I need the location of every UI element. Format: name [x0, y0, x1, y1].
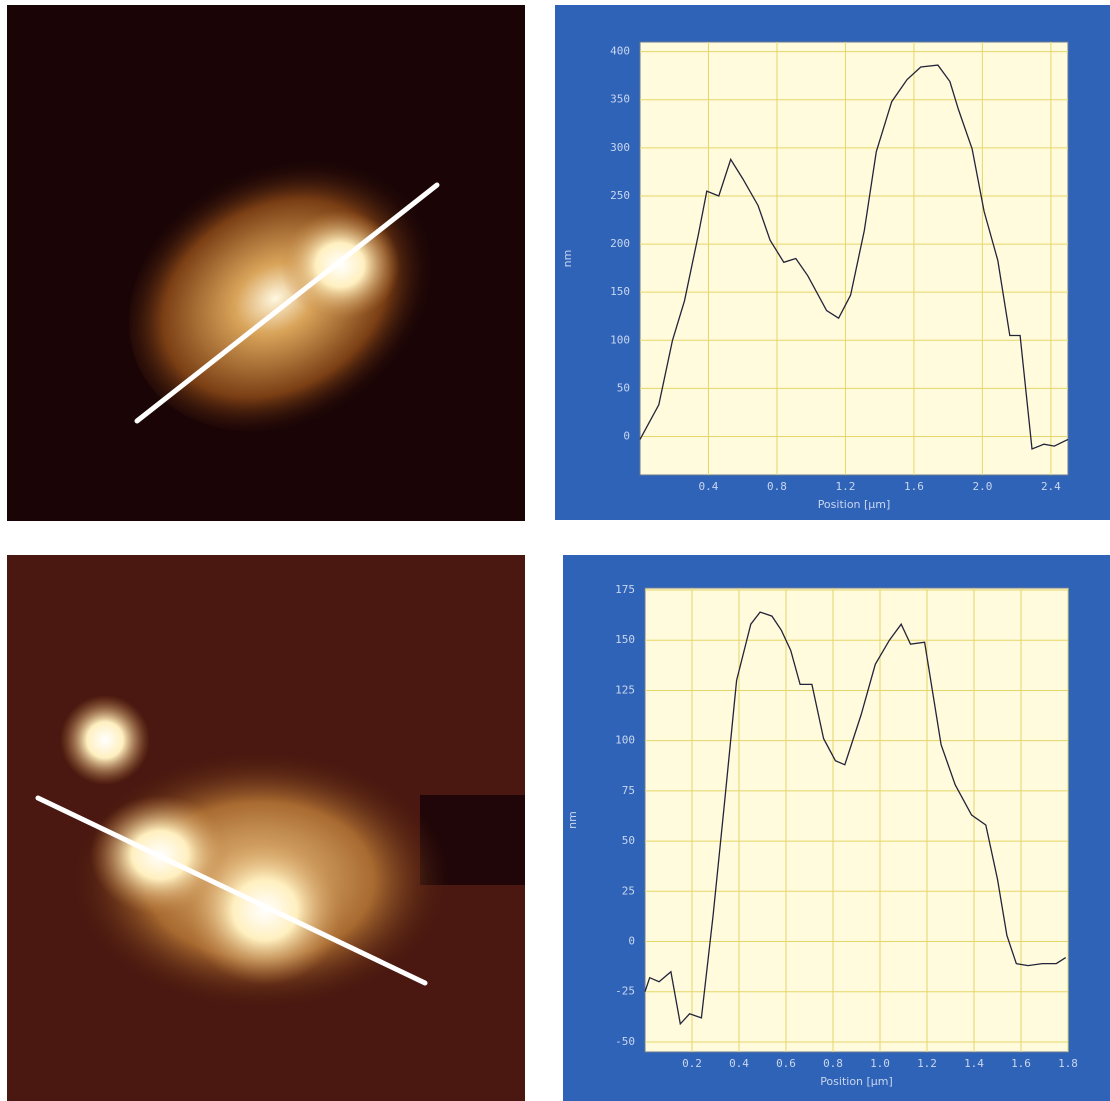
x-tick-label: 0.4 [699, 480, 719, 493]
y-axis-label: nm [561, 250, 574, 268]
y-tick-label: 100 [610, 333, 630, 346]
y-tick-label: 100 [615, 734, 635, 747]
y-tick-label: -50 [615, 1035, 635, 1048]
x-tick-label: 1.6 [1011, 1057, 1031, 1070]
x-tick-label: 0.6 [776, 1057, 796, 1070]
y-tick-label: -25 [615, 985, 635, 998]
y-tick-label: 50 [617, 381, 630, 394]
y-tick-label: 150 [610, 285, 630, 298]
x-tick-label: 0.8 [823, 1057, 843, 1070]
y-tick-label: 300 [610, 141, 630, 154]
y-tick-label: 0 [623, 430, 630, 443]
x-tick-label: 1.0 [870, 1057, 890, 1070]
afm-image-1 [7, 5, 525, 521]
x-tick-label: 2.4 [1041, 480, 1061, 493]
x-tick-label: 0.2 [682, 1057, 702, 1070]
x-tick-label: 2.0 [972, 480, 992, 493]
y-tick-label: 150 [615, 633, 635, 646]
x-tick-label: 1.8 [1058, 1057, 1078, 1070]
plot-area [644, 587, 1069, 1053]
y-tick-label: 125 [615, 683, 635, 696]
x-tick-label: 1.2 [917, 1057, 937, 1070]
x-tick-label: 0.8 [767, 480, 787, 493]
x-axis-label: Position [µm] [818, 498, 891, 511]
y-tick-label: 50 [622, 834, 635, 847]
x-tick-label: 0.4 [729, 1057, 749, 1070]
y-tick-label: 200 [610, 237, 630, 250]
x-axis-label: Position [µm] [820, 1075, 893, 1088]
y-tick-label: 175 [615, 583, 635, 596]
x-tick-label: 1.2 [836, 480, 856, 493]
profile-line [639, 64, 1069, 450]
x-tick-label: 1.4 [964, 1057, 984, 1070]
afm-image-2 [7, 555, 525, 1101]
profile-line [644, 611, 1067, 1026]
y-tick-label: 250 [610, 189, 630, 202]
plot-area [639, 41, 1069, 476]
y-tick-label: 25 [622, 884, 635, 897]
y-tick-label: 350 [610, 93, 630, 106]
y-axis-label: nm [566, 811, 579, 829]
y-tick-label: 0 [628, 935, 635, 948]
y-tick-label: 75 [622, 784, 635, 797]
y-tick-label: 400 [610, 45, 630, 58]
x-tick-label: 1.6 [904, 480, 924, 493]
